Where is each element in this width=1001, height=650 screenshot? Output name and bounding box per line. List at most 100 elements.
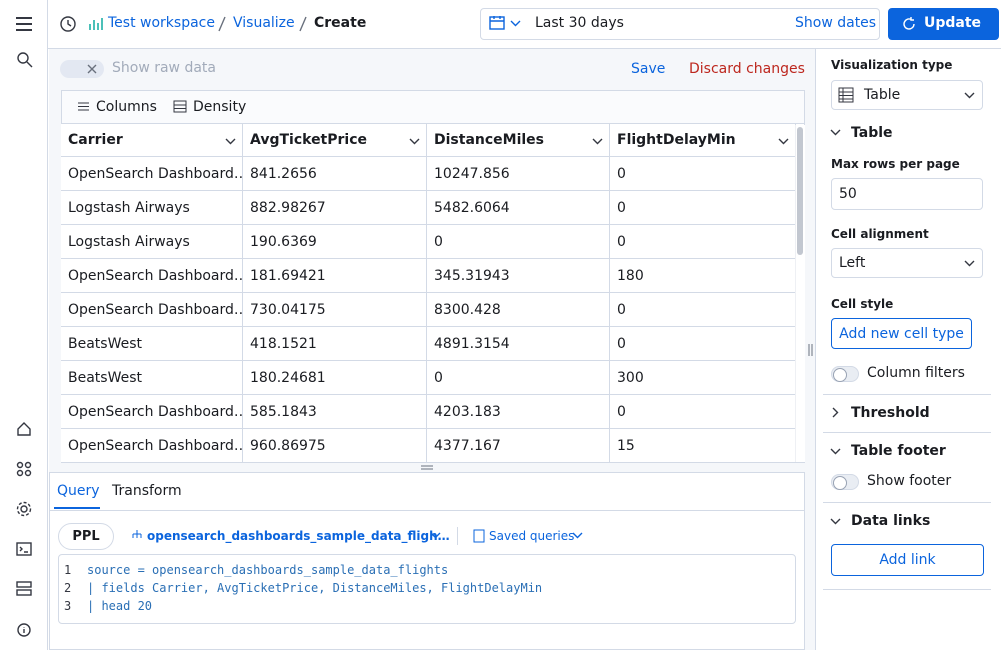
breadcrumb[interactable]: Test workspace: [108, 15, 215, 31]
section-chevron[interactable]: [830, 518, 841, 525]
language-pill[interactable]: PPL: [58, 523, 114, 550]
console-icon[interactable]: [16, 542, 32, 556]
section-title[interactable]: Table: [851, 125, 893, 141]
recent-icon[interactable]: [60, 16, 76, 32]
column-header[interactable]: Carrier: [61, 124, 243, 157]
tab-underline: [54, 507, 100, 509]
footer-switch[interactable]: [831, 474, 859, 490]
section-title[interactable]: Data links: [851, 513, 931, 529]
calendar-icon: [489, 16, 505, 30]
table-cell: 10247.856: [427, 157, 610, 191]
table-cell: 585.1843: [243, 395, 427, 429]
type-select[interactable]: [831, 80, 983, 110]
raw-toggle[interactable]: [60, 60, 104, 78]
add-cell-type[interactable]: Add new cell type: [831, 318, 972, 349]
table-cell: OpenSearch Dashboard…: [61, 259, 243, 293]
divider: [823, 502, 991, 503]
grid-body: Carrier AvgTicketPrice DistanceMiles Flight…: [61, 124, 796, 463]
table-icon: [838, 87, 854, 103]
add-link[interactable]: Add link: [831, 544, 984, 576]
switch-label: Column filters: [867, 365, 965, 381]
toggle-x: [87, 64, 97, 74]
table-cell: 730.04175: [243, 293, 427, 327]
resize-handle[interactable]: [808, 344, 813, 356]
column-header[interactable]: FlightDelayMin: [610, 124, 796, 157]
table-cell: OpenSearch Dashboard…: [61, 429, 243, 463]
grid-control[interactable]: Density: [193, 99, 247, 115]
index-icon: [132, 530, 142, 538]
select-value: Table: [864, 87, 901, 103]
table-cell: 8300.428: [427, 293, 610, 327]
tab-active[interactable]: Query: [57, 483, 100, 499]
section-title[interactable]: Threshold: [851, 405, 930, 421]
breadcrumb-separator: [299, 16, 307, 32]
column-header[interactable]: AvgTicketPrice: [243, 124, 427, 157]
date-picker[interactable]: [480, 8, 880, 40]
sort-chevron[interactable]: [778, 138, 789, 145]
table-cell: 841.2656: [243, 157, 427, 191]
table-cell: 0: [610, 395, 796, 429]
search-icon[interactable]: [17, 52, 33, 68]
line-number: 1: [64, 563, 72, 577]
sort-chevron[interactable]: [592, 138, 603, 145]
breadcrumb-separator: [218, 16, 226, 32]
breadcrumb[interactable]: Visualize: [233, 15, 295, 31]
divider: [457, 527, 458, 545]
grid-control[interactable]: Columns: [96, 99, 157, 115]
home-icon[interactable]: [17, 422, 31, 436]
tab[interactable]: Transform: [112, 483, 182, 499]
saved-queries[interactable]: Saved queries: [489, 529, 575, 543]
table-cell: 345.31943: [427, 259, 610, 293]
field-label: Cell style: [831, 297, 894, 311]
sort-chevron[interactable]: [409, 138, 420, 145]
header-border: [48, 48, 1001, 49]
settings-icon[interactable]: [16, 501, 32, 517]
raw-toggle-label: Show raw data: [112, 60, 216, 76]
management-icon[interactable]: [16, 581, 32, 596]
section-chevron[interactable]: [830, 129, 841, 136]
code-line: source = opensearch_dashboards_sample_da…: [87, 563, 449, 577]
update-label: Update: [924, 15, 982, 31]
table-cell: Logstash Airways: [61, 191, 243, 225]
scrollbar-thumb[interactable]: [797, 127, 803, 255]
info-icon[interactable]: [17, 623, 31, 637]
workspace-icon: [89, 18, 103, 30]
apps-icon[interactable]: [16, 461, 32, 477]
index-selector[interactable]: opensearch_dashboards_sample_data_fligh…: [147, 529, 450, 543]
section-chevron[interactable]: [830, 448, 841, 455]
table-cell: 882.98267: [243, 191, 427, 225]
table-cell: 0: [610, 157, 796, 191]
section-chevron[interactable]: [832, 407, 839, 418]
max-rows-input[interactable]: [831, 178, 983, 210]
resize-handle[interactable]: [421, 465, 433, 470]
field-label: Max rows per page: [831, 157, 960, 171]
update-button[interactable]: [888, 8, 999, 40]
tab-border: [50, 510, 804, 511]
select-value: Left: [839, 255, 866, 271]
discard[interactable]: Discard changes: [689, 61, 805, 77]
field-label: Cell alignment: [831, 227, 929, 241]
table-cell: 181.69421: [243, 259, 427, 293]
chevron: [430, 532, 441, 539]
column-header[interactable]: DistanceMiles: [427, 124, 610, 157]
query-editor[interactable]: [58, 554, 796, 624]
table-cell: 180.24681: [243, 361, 427, 395]
table-cell: 0: [610, 225, 796, 259]
table-cell: OpenSearch Dashboard…: [61, 395, 243, 429]
table-cell: 0: [610, 327, 796, 361]
columns-icon: [78, 102, 89, 111]
alignment-select[interactable]: [831, 248, 983, 278]
date-range[interactable]: Last 30 days: [535, 15, 624, 31]
section-title[interactable]: Table footer: [851, 443, 946, 459]
menu-icon[interactable]: [16, 16, 32, 32]
show-dates[interactable]: Show dates: [795, 15, 877, 31]
divider: [823, 589, 991, 590]
sort-chevron[interactable]: [225, 138, 236, 145]
column-filters-switch[interactable]: [831, 366, 859, 382]
divider: [823, 432, 991, 433]
table-cell: 0: [427, 361, 610, 395]
chevron: [964, 260, 975, 267]
save[interactable]: Save: [631, 61, 666, 77]
chevron: [510, 20, 521, 27]
